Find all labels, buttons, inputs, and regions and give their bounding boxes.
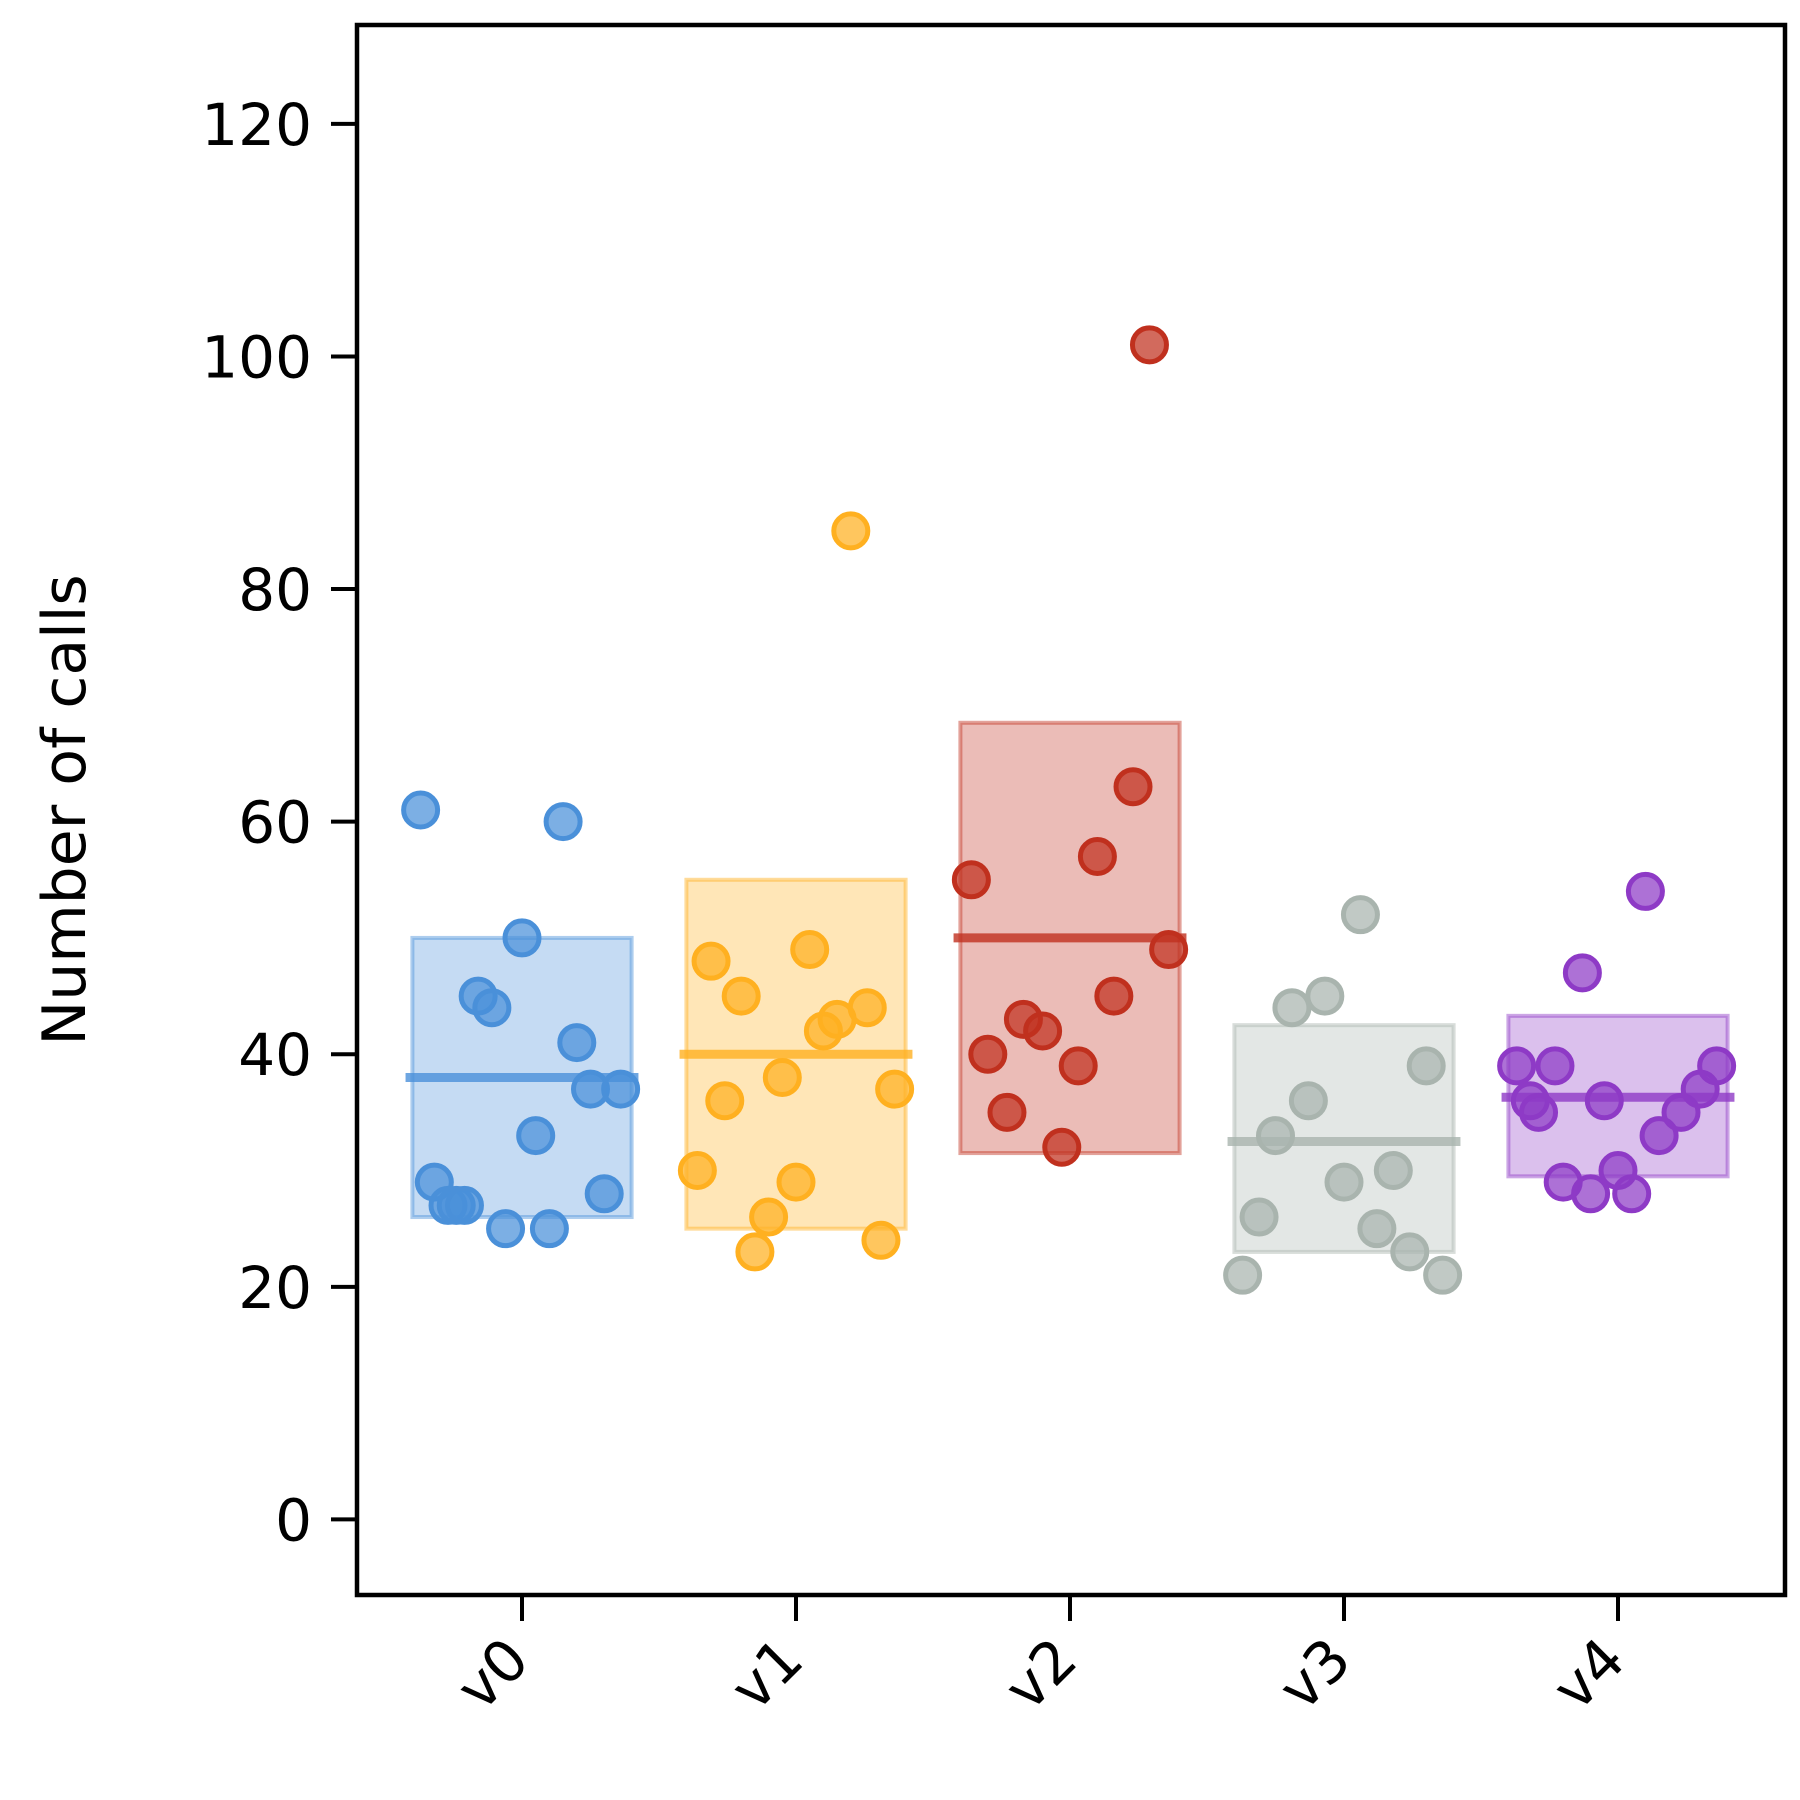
point-v0-4 — [444, 1185, 484, 1225]
y-axis: 0 20 40 60 80 100 120 — [201, 91, 357, 1554]
point-v2-11 — [1149, 930, 1189, 970]
x-tick-label-v3: v3 — [1265, 1625, 1363, 1723]
point-v1-7 — [776, 1162, 816, 1202]
y-tick-label-120: 120 — [201, 91, 312, 159]
point-v4-5 — [1562, 953, 1602, 993]
point-v4-10 — [1625, 871, 1665, 911]
point-v1-13 — [861, 1220, 901, 1260]
point-v0-12 — [557, 1023, 597, 1063]
point-v4-3 — [1535, 1046, 1575, 1086]
point-v2-10 — [1129, 325, 1169, 365]
point-v0-11 — [543, 802, 583, 842]
point-v1-12 — [847, 988, 887, 1028]
x-tick-label-v0: v0 — [443, 1625, 541, 1723]
point-v3-5 — [1305, 976, 1345, 1016]
point-v3-9 — [1373, 1151, 1413, 1191]
point-v3-11 — [1406, 1046, 1446, 1086]
point-v4-9 — [1612, 1174, 1652, 1214]
point-v2-8 — [1094, 976, 1134, 1016]
point-v0-0 — [401, 790, 441, 830]
point-v3-0 — [1223, 1255, 1263, 1295]
y-tick-label-0: 0 — [275, 1486, 312, 1554]
point-v4-6 — [1571, 1174, 1611, 1214]
point-v2-1 — [968, 1034, 1008, 1074]
y-axis-title: Number of calls — [30, 574, 100, 1045]
point-v0-8 — [502, 918, 542, 958]
point-v1-11 — [831, 511, 871, 551]
point-v4-14 — [1697, 1046, 1737, 1086]
point-v1-0 — [677, 1151, 717, 1191]
point-v2-4 — [1023, 1011, 1063, 1051]
point-v2-9 — [1113, 767, 1153, 807]
point-v0-9 — [516, 1116, 556, 1156]
x-tick-label-v2: v2 — [991, 1625, 1089, 1723]
point-v3-12 — [1423, 1255, 1463, 1295]
point-v1-2 — [705, 1081, 745, 1121]
point-v3-4 — [1288, 1081, 1328, 1121]
y-tick-label-80: 80 — [238, 556, 312, 624]
y-tick-label-20: 20 — [238, 1254, 312, 1322]
point-v1-6 — [762, 1057, 802, 1097]
point-v3-3 — [1272, 988, 1312, 1028]
point-v2-2 — [987, 1092, 1027, 1132]
point-v1-8 — [790, 930, 830, 970]
point-v0-14 — [584, 1174, 624, 1214]
category-boxes — [410, 720, 1730, 1254]
point-v3-2 — [1256, 1116, 1295, 1156]
x-tick-label-v1: v1 — [717, 1625, 815, 1723]
y-tick-label-100: 100 — [201, 323, 312, 391]
point-v2-7 — [1077, 837, 1117, 877]
x-tick-label-v4: v4 — [1539, 1625, 1637, 1723]
point-v3-10 — [1390, 1232, 1430, 1272]
point-v4-11 — [1639, 1116, 1679, 1156]
point-v0-10 — [529, 1209, 569, 1249]
point-v4-7 — [1584, 1081, 1624, 1121]
point-v0-15 — [601, 1069, 641, 1109]
point-v4-0 — [1497, 1046, 1537, 1086]
x-axis: v0 v1 v2 v3 v4 — [443, 1595, 1638, 1723]
point-v2-0 — [951, 860, 991, 900]
point-v1-14 — [875, 1069, 915, 1109]
point-v3-6 — [1324, 1162, 1364, 1202]
point-v1-1 — [691, 941, 731, 981]
point-v2-5 — [1042, 1127, 1082, 1167]
point-v1-3 — [721, 976, 761, 1016]
point-v4-2 — [1519, 1092, 1559, 1132]
point-v3-8 — [1357, 1209, 1397, 1249]
point-v1-4 — [735, 1232, 775, 1272]
point-v3-7 — [1340, 895, 1380, 935]
point-v0-6 — [472, 988, 512, 1028]
point-v1-5 — [749, 1197, 789, 1237]
point-v3-1 — [1239, 1197, 1279, 1237]
y-tick-label-40: 40 — [238, 1021, 312, 1089]
data-points — [401, 325, 1737, 1295]
point-v0-7 — [486, 1209, 526, 1249]
y-tick-label-60: 60 — [238, 789, 312, 857]
point-v2-6 — [1058, 1046, 1098, 1086]
